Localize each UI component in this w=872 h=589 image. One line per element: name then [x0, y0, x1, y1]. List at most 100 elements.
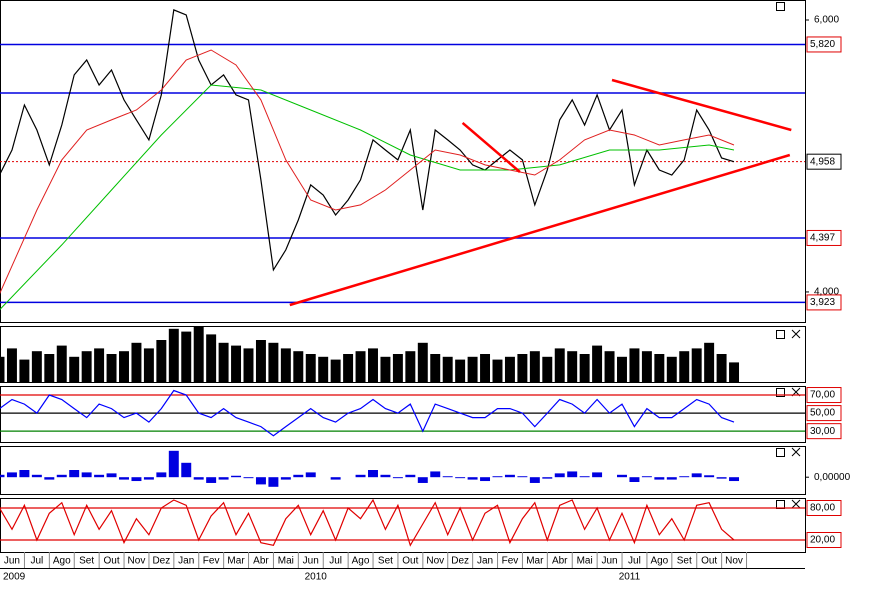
bar — [380, 356, 391, 382]
y-tick-label: 4,000 — [814, 287, 839, 298]
bar — [81, 472, 92, 478]
bar — [94, 348, 105, 382]
bar — [679, 351, 690, 382]
bar — [380, 474, 391, 478]
bar — [0, 474, 5, 478]
x-tick-label: Mar — [526, 556, 544, 567]
label-box — [806, 500, 842, 516]
bar — [19, 359, 30, 382]
year-label: 2010 — [305, 572, 328, 583]
bar — [679, 476, 690, 478]
bar — [467, 477, 478, 480]
bar — [368, 348, 378, 382]
x-tick-label: Nov — [725, 556, 743, 567]
volume-panel — [0, 326, 806, 383]
bar — [131, 342, 142, 382]
bar — [691, 348, 702, 382]
bar — [567, 471, 578, 478]
bar — [704, 475, 715, 478]
rsi-panel — [0, 386, 806, 443]
bar — [255, 477, 266, 485]
x-tick-label: Ago — [53, 556, 71, 567]
bar — [119, 351, 129, 382]
bar — [0, 356, 5, 382]
bar — [405, 351, 416, 382]
bar — [293, 474, 304, 478]
bar — [480, 354, 491, 382]
bar — [467, 356, 478, 382]
bar — [355, 351, 366, 382]
bar — [305, 472, 316, 478]
x-tick-label: Mai — [577, 556, 593, 567]
panel-frames — [0, 0, 806, 569]
series-line — [0, 9, 735, 272]
bar — [579, 354, 590, 382]
bar — [143, 477, 154, 480]
label-box — [806, 532, 842, 548]
bar — [666, 356, 677, 382]
bar — [31, 351, 42, 382]
bar — [156, 340, 167, 382]
x-tick-label: Jun — [303, 556, 319, 567]
x-tick-label: Dez — [152, 556, 170, 567]
close-icon[interactable] — [791, 447, 801, 457]
panel-icon[interactable] — [776, 330, 785, 339]
close-icon[interactable] — [791, 499, 801, 509]
x-tick-label: Jul — [329, 556, 342, 567]
panel-icon[interactable] — [776, 2, 785, 11]
label-box — [806, 153, 842, 170]
bar — [69, 356, 80, 382]
bar — [442, 476, 453, 478]
year-label: 2011 — [619, 572, 641, 583]
bar — [343, 354, 354, 382]
series-line — [0, 498, 735, 547]
y-tick-label: 0,00000 — [814, 472, 851, 483]
y-tick-label: 70,00 — [810, 390, 835, 401]
series-line — [0, 84, 735, 311]
close-icon[interactable] — [791, 329, 801, 339]
x-tick-label: Jun — [601, 556, 617, 567]
bar — [704, 342, 715, 382]
x-tick-label: Nov — [128, 556, 146, 567]
bar — [218, 342, 229, 382]
y-tick-label: 3,923 — [810, 297, 835, 308]
y-tick-label: 30,00 — [810, 426, 835, 437]
bar — [729, 362, 740, 382]
x-tick-label: Nov — [426, 556, 444, 567]
bar — [567, 351, 578, 382]
bar — [181, 331, 192, 382]
panel-icon[interactable] — [776, 388, 785, 397]
bar — [617, 474, 627, 478]
trend-line — [461, 121, 521, 173]
bar — [529, 477, 540, 483]
bar — [255, 340, 266, 382]
panel-icon[interactable] — [776, 500, 785, 509]
x-tick-label: Jun — [4, 556, 20, 567]
bar — [654, 354, 665, 382]
bar — [280, 477, 291, 480]
bar — [268, 477, 279, 487]
trend-line — [611, 78, 792, 132]
bar — [405, 474, 416, 478]
x-tick-label: Out — [103, 556, 119, 567]
bar — [430, 354, 441, 382]
bar — [504, 474, 515, 478]
series-line — [0, 49, 735, 295]
y-tick-label: 4,958 — [810, 156, 835, 167]
y-tick-label: 50,00 — [810, 408, 835, 419]
bar — [44, 354, 55, 382]
bar — [106, 354, 117, 382]
bar — [641, 476, 652, 478]
x-tick-label: Abr — [253, 556, 269, 567]
bar — [392, 354, 403, 382]
x-tick-label: Fev — [502, 556, 519, 567]
bar — [442, 356, 453, 382]
bar — [143, 348, 154, 382]
bar — [318, 356, 329, 382]
bar — [6, 472, 17, 478]
x-tick-label: Ago — [352, 556, 370, 567]
panel-icon[interactable] — [776, 448, 785, 457]
bar — [106, 473, 117, 478]
bar — [6, 348, 17, 382]
y-tick-label: 6,000 — [814, 15, 839, 26]
